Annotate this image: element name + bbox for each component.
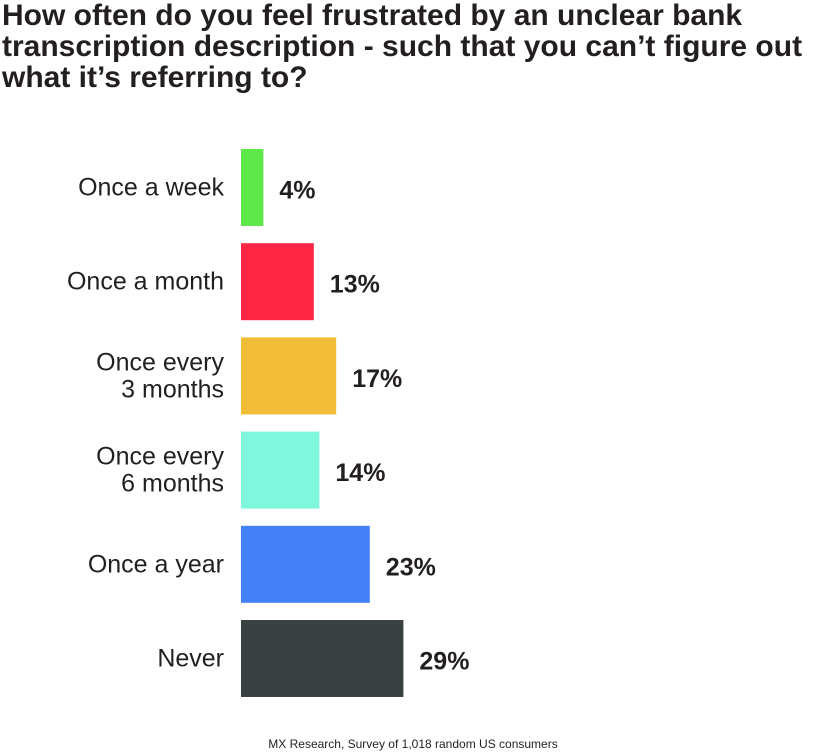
category-label-line: Once every xyxy=(96,348,224,376)
value-label-2: 17% xyxy=(352,365,402,393)
category-label-line: Once a week xyxy=(78,174,224,202)
value-label-0: 4% xyxy=(279,177,315,205)
bar-2 xyxy=(241,337,337,415)
category-label-4: Once a year xyxy=(88,550,224,578)
chart-title: How often do you feel frustrated by an u… xyxy=(2,0,803,94)
bar-0 xyxy=(241,149,264,226)
chart-source: MX Research, Survey of 1,018 random US c… xyxy=(268,737,558,751)
category-label-5: Never xyxy=(157,645,224,673)
value-label-3: 14% xyxy=(335,459,385,487)
value-label-5: 29% xyxy=(419,648,469,676)
category-label-0: Once a week xyxy=(78,174,224,202)
bar-4 xyxy=(241,525,370,603)
bar-5 xyxy=(241,620,404,697)
category-label-2: Once every 3 months xyxy=(96,348,224,403)
category-label-line: Once every xyxy=(96,443,224,471)
value-label-1: 13% xyxy=(330,271,380,299)
category-label-line: 3 months xyxy=(121,375,224,403)
value-label-4: 23% xyxy=(386,553,436,581)
bars-layer: Once a week 4%Once a month 13%Once every 3 … xyxy=(67,149,469,697)
category-label-3: Once every 6 months xyxy=(96,443,224,498)
bar-1 xyxy=(241,243,314,321)
category-label-line: 6 months xyxy=(121,470,224,498)
category-label-line: Once a year xyxy=(88,550,224,578)
bar-3 xyxy=(241,431,320,509)
category-label-line: Once a month xyxy=(67,268,224,296)
category-label-line: Never xyxy=(157,645,224,673)
category-label-1: Once a month xyxy=(67,268,224,296)
